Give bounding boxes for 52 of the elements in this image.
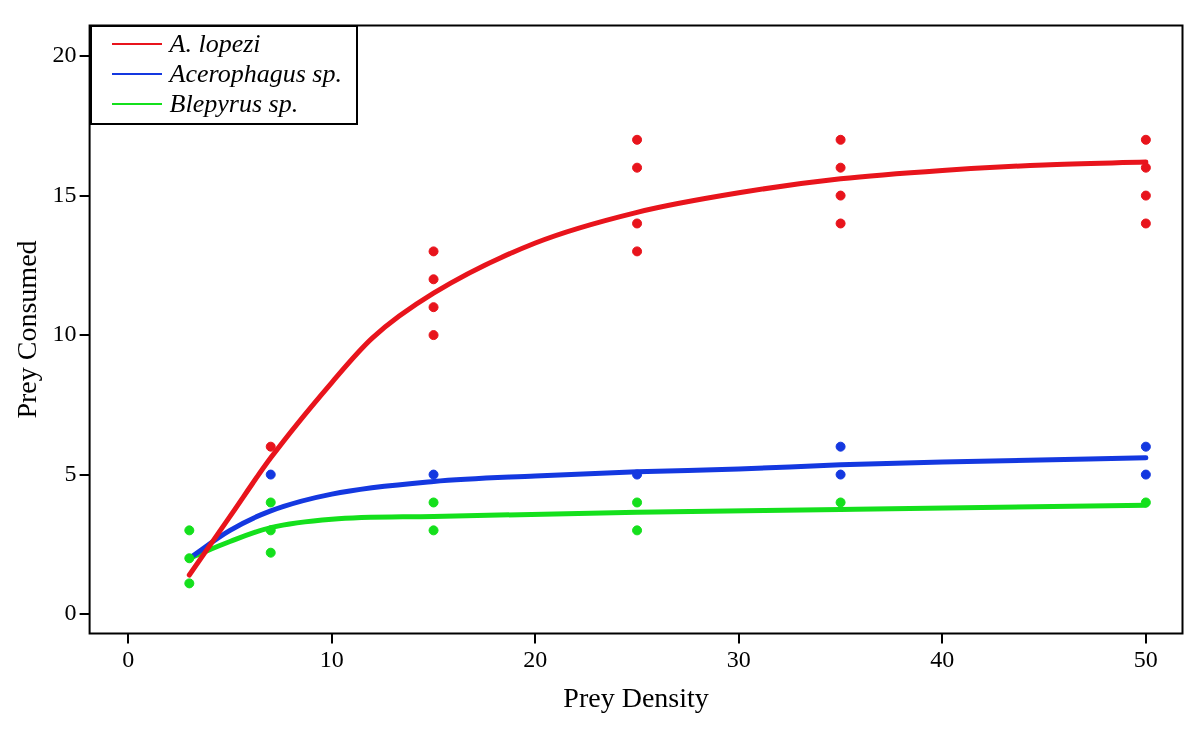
- point: [632, 469, 643, 480]
- point: [835, 218, 846, 229]
- point: [184, 525, 195, 536]
- y-tick-label: 5: [64, 459, 77, 486]
- point: [632, 525, 643, 536]
- legend-label: A. lopezi: [169, 29, 261, 60]
- point: [632, 497, 643, 508]
- point: [428, 302, 439, 313]
- x-tick-label: 20: [523, 646, 548, 673]
- point: [1140, 162, 1151, 173]
- point: [1140, 441, 1151, 452]
- point: [428, 469, 439, 480]
- legend-label: Blepyrus sp.: [169, 89, 299, 120]
- y-tick-label: 0: [64, 599, 77, 626]
- y-tick-label: 10: [52, 320, 77, 347]
- x-tick-label: 0: [122, 646, 135, 673]
- point: [265, 525, 276, 536]
- point: [835, 497, 846, 508]
- point: [265, 469, 276, 480]
- x-tick-label: 50: [1133, 646, 1158, 673]
- point: [835, 441, 846, 452]
- y-tick-label: 20: [52, 41, 77, 68]
- x-tick-label: 40: [930, 646, 955, 673]
- point: [428, 246, 439, 257]
- point: [428, 330, 439, 341]
- y-tick-label: 15: [52, 180, 77, 207]
- point: [1140, 469, 1151, 480]
- point: [1140, 134, 1151, 145]
- x-tick-label: 30: [726, 646, 751, 673]
- point: [835, 134, 846, 145]
- x-tick-label: 10: [319, 646, 344, 673]
- x-axis-title: Prey Density: [563, 681, 709, 713]
- y-axis-title: Prey Consumed: [11, 240, 43, 419]
- point: [835, 469, 846, 480]
- point: [632, 134, 643, 145]
- point: [835, 190, 846, 201]
- point: [184, 578, 195, 589]
- point: [1140, 497, 1151, 508]
- point: [835, 162, 846, 173]
- point: [1140, 190, 1151, 201]
- point: [265, 547, 276, 558]
- point: [184, 553, 195, 564]
- legend-label: Acerophagus sp.: [169, 59, 342, 90]
- point: [632, 246, 643, 257]
- point: [1140, 218, 1151, 229]
- point: [428, 274, 439, 285]
- point: [632, 218, 643, 229]
- point: [265, 497, 276, 508]
- point: [428, 525, 439, 536]
- point: [265, 441, 276, 452]
- point: [428, 497, 439, 508]
- point: [632, 162, 643, 173]
